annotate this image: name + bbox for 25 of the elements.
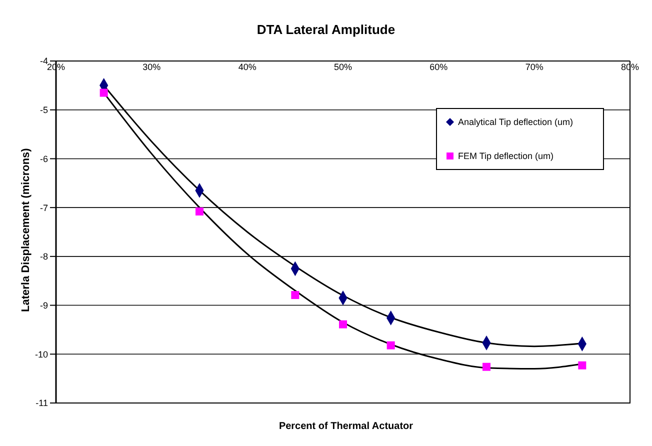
point <box>386 341 395 350</box>
point <box>196 207 204 216</box>
chart-title: DTA Lateral Amplitude <box>256 22 396 37</box>
x-tick-label: 70% <box>525 62 544 72</box>
y-tick-label: -11 <box>36 398 48 408</box>
point <box>100 88 108 97</box>
x-tick-label: 60% <box>430 62 448 72</box>
y-tick-label: -6 <box>40 154 48 164</box>
point <box>291 291 300 300</box>
x-tick-label: 30% <box>142 62 161 72</box>
y-tick-label: -4 <box>40 56 48 66</box>
y-tick-label: -7 <box>40 202 48 213</box>
x-tick-label: 40% <box>238 62 256 72</box>
point <box>482 362 490 371</box>
point <box>339 320 347 328</box>
y-tick-label: -8 <box>40 252 48 262</box>
x-axis-title: Percent of Thermal Actuator <box>278 421 414 432</box>
y-axis-title: Laterla Displacement (microns) <box>20 148 32 312</box>
y-tick-label: -10 <box>34 349 48 360</box>
legend-label: Analytical Tip deflection (um) <box>458 117 574 127</box>
x-tick-label: 50% <box>334 62 352 72</box>
legend-label: FEM Tip deflection (um) <box>458 151 554 161</box>
point <box>578 361 586 370</box>
y-tick-label: -9 <box>40 300 48 310</box>
y-tick-label: -5 <box>40 105 48 116</box>
